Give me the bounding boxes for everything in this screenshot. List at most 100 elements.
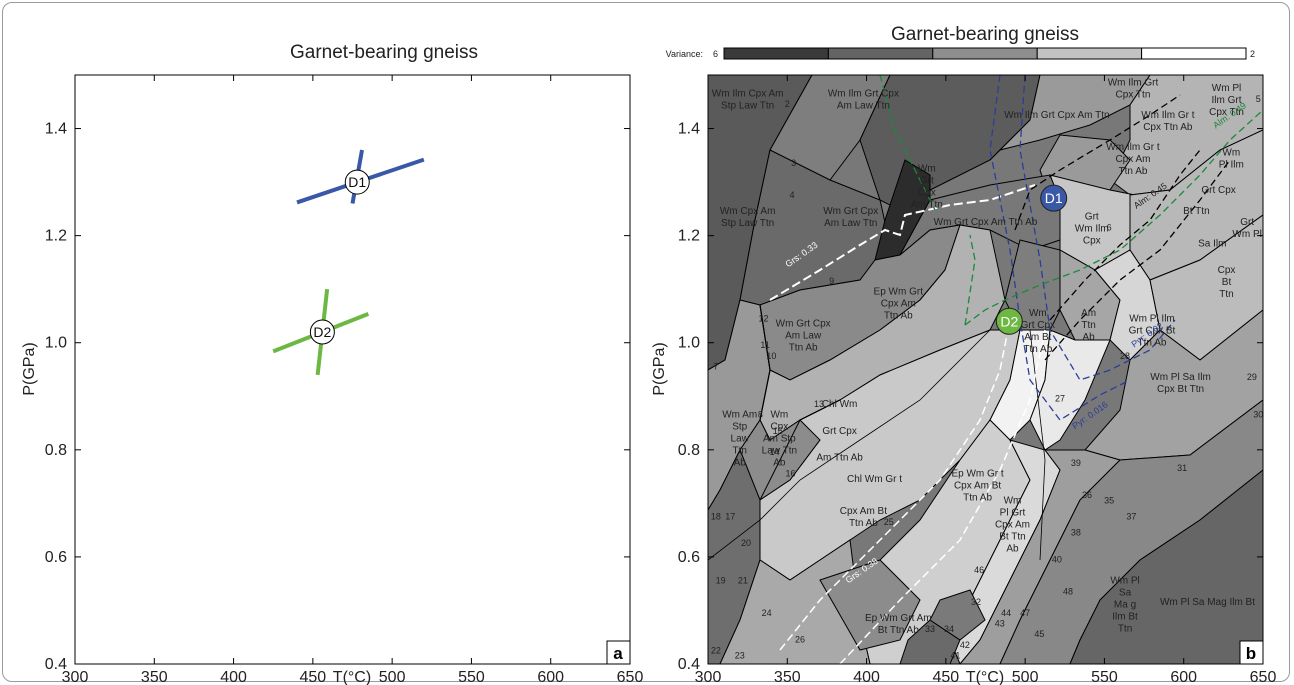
reaction-number: 45 xyxy=(1034,629,1044,639)
reaction-number: 6 xyxy=(1107,222,1112,232)
reaction-number: 28 xyxy=(1120,351,1130,361)
reaction-number: 19 xyxy=(716,576,726,586)
field-label: Wm Ilm Gr t Cpx Ttn Ab xyxy=(1141,110,1195,133)
panel-a-x-label: T(°C) xyxy=(333,669,371,685)
variance-min-label: 6 xyxy=(713,49,718,59)
panel-b: Garnet-bearing gneiss Variance: 6 2 xyxy=(651,24,1276,685)
variance-max-label: 2 xyxy=(1250,49,1255,59)
reaction-number: 18 xyxy=(711,511,721,521)
field-label: Cpx Am Bt Ttn Ab xyxy=(840,506,887,529)
field-label: Wm Pl Ilm xyxy=(1219,147,1244,170)
panel-b-x-label: T(°C) xyxy=(966,669,1004,685)
reaction-number: 48 xyxy=(1063,586,1073,596)
reaction-number: 43 xyxy=(995,619,1005,629)
reaction-number: 25 xyxy=(884,517,894,527)
y-tick-label: 0.4 xyxy=(678,656,700,673)
field-label: Wm Am Stp Law Ttn Ab xyxy=(722,410,757,469)
reaction-number: 32 xyxy=(971,597,981,607)
field-label: Grt Wm Ilm Cpx xyxy=(1075,212,1109,247)
reaction-number: 5 xyxy=(1256,94,1261,104)
panel-a-plot-area xyxy=(74,74,631,665)
field-label: Bt Ttn xyxy=(1183,206,1210,217)
point-label: D1 xyxy=(1045,190,1063,206)
field-label: Chl Wm xyxy=(822,399,858,410)
reaction-number: 46 xyxy=(974,565,984,575)
field-label: Wm Ilm Grt Cpx Am Ttn xyxy=(1004,110,1109,121)
panel-b-letter-box xyxy=(1239,640,1264,665)
x-tick-label: 550 xyxy=(1091,669,1118,685)
reaction-number: 13 xyxy=(814,399,824,409)
y-tick-label: 1.4 xyxy=(678,121,700,138)
variance-bar xyxy=(723,47,1247,60)
reaction-number: 47 xyxy=(1020,608,1030,618)
field-label: Am Ttn Ab xyxy=(816,453,863,464)
field-label: Wm Grt Cpx Am Law Ttn xyxy=(823,206,878,229)
field-label: Am Ttn Ab xyxy=(1081,308,1096,343)
field-label: Grt Cpx xyxy=(1201,185,1235,196)
reaction-number: 2 xyxy=(785,99,790,109)
field-label: Wm Pl Grt Cpx Am Bt Ttn Ab xyxy=(995,495,1030,554)
field-label: Cpx Bt Ttn xyxy=(1218,265,1236,300)
field-label: Wm Pl Sa Mag Ilm Bt xyxy=(1160,597,1255,608)
field-label: Wm Grt Cpx Am Ttn xyxy=(911,163,943,210)
reaction-number: 30 xyxy=(1253,410,1263,420)
panel-b-letter: b xyxy=(1246,644,1256,663)
x-tick-label: 450 xyxy=(933,669,960,685)
panel-b-title: Garnet-bearing gneiss xyxy=(891,24,1079,45)
reaction-number: 22 xyxy=(711,645,721,655)
x-tick-label: 350 xyxy=(141,669,168,685)
x-tick-label: 300 xyxy=(695,669,722,685)
reaction-number: 4 xyxy=(790,190,795,200)
field-label: Wm Ilm Gr t Cpx Am Ttn Ab xyxy=(1106,142,1160,177)
x-tick-label: 300 xyxy=(62,669,89,685)
panel-a-y-label: P(GPa) xyxy=(21,342,38,395)
variance-swatch xyxy=(827,47,934,60)
reaction-number: 37 xyxy=(1126,511,1136,521)
reaction-number: 29 xyxy=(1247,372,1257,382)
field-label: Ep Wm Grt Cpx Am Ttn Ab xyxy=(874,287,924,322)
variance-swatch xyxy=(1141,47,1247,60)
reaction-number: 38 xyxy=(1071,527,1081,537)
field-label: Ep Wm Gr t Cpx Am Bt Ttn Ab xyxy=(951,469,1003,504)
y-tick-label: 1.2 xyxy=(45,228,67,245)
field-label: Wm Pl Ilm Grt Cpx Ttn xyxy=(1209,83,1244,118)
point-label: D2 xyxy=(313,324,331,340)
point-marker xyxy=(309,319,335,345)
y-tick-label: 1.0 xyxy=(45,335,67,352)
field-label: Wm Grt Cpx Am Bt Ttn Ab xyxy=(1021,308,1055,355)
reaction-number: 35 xyxy=(1104,495,1114,505)
panel-a: Garnet-bearing gneiss 300 350 400 450 500 550… xyxy=(21,42,643,685)
point-marker xyxy=(1040,184,1068,212)
y-tick-label: 0.8 xyxy=(678,442,700,459)
field-label: Wm Cpx Am Stp Law Ttn Ab xyxy=(762,410,797,469)
field-label: Grt Cpx xyxy=(822,426,856,437)
reaction-number: 11 xyxy=(760,340,769,350)
y-tick-label: 0.6 xyxy=(45,549,67,566)
field-label: Wm Grt Cpx Am Ttn Ab xyxy=(934,217,1038,228)
x-tick-label: 600 xyxy=(537,669,564,685)
reaction-number: 15 xyxy=(773,426,783,436)
field-label: Wm Pl Sa Ma g Ilm Bt Ttn xyxy=(1110,576,1139,635)
x-tick-label: 650 xyxy=(617,669,644,685)
x-tick-label: 550 xyxy=(458,669,485,685)
reaction-number: 17 xyxy=(725,511,735,521)
reaction-number: 20 xyxy=(741,538,751,548)
pseudosection-fields xyxy=(708,75,1263,664)
reaction-number: 34 xyxy=(944,624,954,634)
point-marker xyxy=(995,307,1023,335)
y-tick-label: 0.6 xyxy=(678,549,700,566)
x-tick-label: 350 xyxy=(774,669,801,685)
y-tick-label: 1.4 xyxy=(45,121,67,138)
y-tick-label: 1.2 xyxy=(678,228,700,245)
field-label: Wm Cpx Am Stp Law Ttn xyxy=(720,206,776,229)
reaction-number: 36 xyxy=(1082,490,1092,500)
variance-swatch xyxy=(1036,47,1143,60)
reaction-number: 21 xyxy=(738,576,748,586)
reaction-number: 33 xyxy=(925,624,935,634)
x-tick-label: 650 xyxy=(1250,669,1277,685)
reaction-number: 41 xyxy=(950,651,960,661)
y-tick-label: 0.4 xyxy=(45,656,67,673)
x-tick-label: 600 xyxy=(1170,669,1197,685)
x-tick-label: 400 xyxy=(220,669,247,685)
